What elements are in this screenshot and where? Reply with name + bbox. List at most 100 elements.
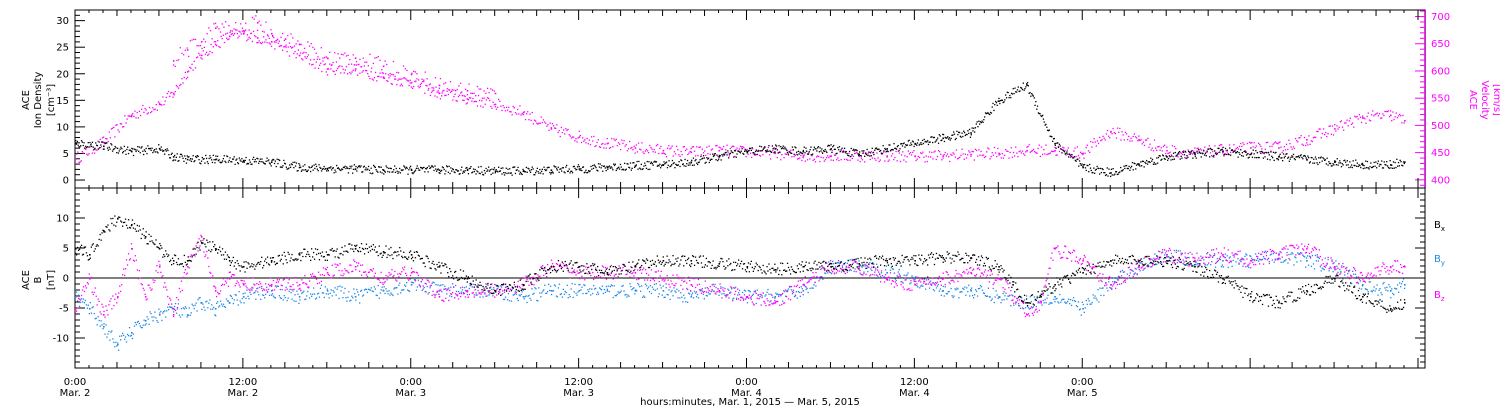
- by-point: [221, 304, 222, 305]
- by-point: [548, 284, 549, 285]
- by-point: [955, 289, 956, 290]
- density-point: [136, 149, 137, 150]
- velocity-point: [1088, 150, 1089, 151]
- by-point: [378, 285, 379, 286]
- by-point: [1324, 269, 1325, 270]
- velocity-upper-point: [294, 45, 295, 46]
- velocity-point: [250, 38, 251, 39]
- by-point: [332, 295, 333, 296]
- velocity-point: [345, 69, 346, 70]
- velocity-point: [1146, 139, 1147, 140]
- velocity-point: [1337, 128, 1338, 129]
- velocity-point: [649, 145, 650, 146]
- velocity-point: [148, 112, 149, 113]
- by-point: [185, 306, 186, 307]
- velocity-upper-point: [369, 54, 370, 55]
- density-point: [490, 169, 491, 170]
- density-point: [340, 170, 341, 171]
- density-point: [260, 159, 261, 160]
- velocity-point: [322, 60, 323, 61]
- by-point: [1031, 301, 1032, 302]
- by-point: [1113, 277, 1114, 278]
- by-point: [1314, 268, 1315, 269]
- velocity-point: [1392, 111, 1393, 112]
- density-point: [189, 160, 190, 161]
- by-point: [119, 336, 120, 337]
- velocity-upper-point: [272, 35, 273, 36]
- velocity-point: [385, 73, 386, 74]
- velocity-point: [488, 98, 489, 99]
- by-point: [1274, 262, 1275, 263]
- by-point: [321, 285, 322, 286]
- velocity-point: [653, 151, 654, 152]
- velocity-point: [340, 72, 341, 73]
- velocity-upper-point: [489, 92, 490, 93]
- by-point: [625, 294, 626, 295]
- by-point: [722, 287, 723, 288]
- velocity-point: [1123, 134, 1124, 135]
- density-point: [684, 159, 685, 160]
- velocity-point: [657, 144, 658, 145]
- density-point: [572, 172, 573, 173]
- density-point: [1013, 88, 1014, 89]
- velocity-point: [541, 116, 542, 117]
- density-point: [119, 150, 120, 151]
- by-point: [168, 309, 169, 310]
- velocity-point: [772, 150, 773, 151]
- velocity-point: [925, 161, 926, 162]
- by-point: [105, 324, 106, 325]
- velocity-point: [1116, 137, 1117, 138]
- by-point: [657, 288, 658, 289]
- velocity-point: [413, 86, 414, 87]
- by-point: [88, 305, 89, 306]
- by-point: [737, 294, 738, 295]
- density-point: [447, 166, 448, 167]
- by-point: [802, 288, 803, 289]
- velocity-upper-point: [408, 80, 409, 81]
- by-point: [964, 286, 965, 287]
- density-point: [1254, 153, 1255, 154]
- velocity-point: [598, 139, 599, 140]
- by-point: [433, 282, 434, 283]
- velocity-point: [941, 159, 942, 160]
- density-point: [1036, 109, 1037, 110]
- density-point: [507, 169, 508, 170]
- velocity-upper-point: [321, 47, 322, 48]
- density-point: [475, 169, 476, 170]
- velocity-point: [1401, 122, 1402, 123]
- velocity-point: [1173, 156, 1174, 157]
- by-point: [1256, 260, 1257, 261]
- density-point: [1245, 152, 1246, 153]
- density-point: [1332, 163, 1333, 164]
- by-point: [660, 284, 661, 285]
- by-point: [895, 278, 896, 279]
- density-point: [613, 164, 614, 165]
- velocity-point: [686, 149, 687, 150]
- density-point-anchor: [243, 160, 245, 162]
- density-point: [458, 170, 459, 171]
- density-point: [451, 170, 452, 171]
- by-point: [254, 292, 255, 293]
- by-point: [1028, 307, 1029, 308]
- density-point: [748, 150, 749, 151]
- velocity-point-anchor: [1390, 115, 1392, 117]
- density-point: [1068, 156, 1069, 157]
- velocity-point-anchor: [215, 44, 217, 46]
- density-point: [539, 169, 540, 170]
- density-point: [1085, 167, 1086, 168]
- by-point: [157, 322, 158, 323]
- velocity-point: [850, 160, 851, 161]
- velocity-point: [1256, 145, 1257, 146]
- density-point: [704, 157, 705, 158]
- velocity-point: [841, 159, 842, 160]
- density-point: [1008, 97, 1009, 98]
- velocity-point: [376, 80, 377, 81]
- velocity-point: [379, 73, 380, 74]
- density-point: [566, 165, 567, 166]
- velocity-point: [108, 141, 109, 142]
- density-point: [1353, 160, 1354, 161]
- by-point: [871, 270, 872, 271]
- by-point: [1387, 290, 1388, 291]
- velocity-point: [281, 45, 282, 46]
